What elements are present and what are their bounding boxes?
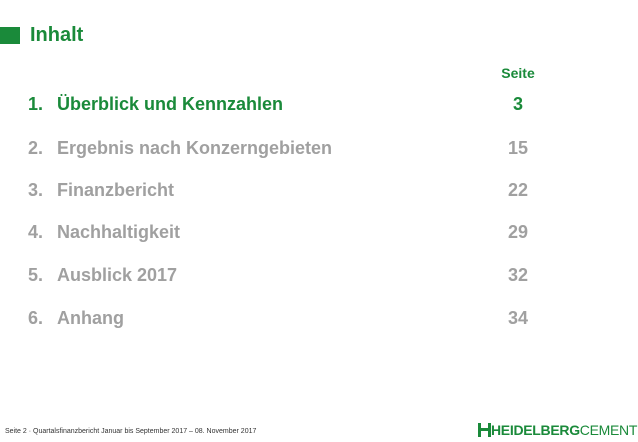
- toc-item-label: Finanzbericht: [57, 180, 175, 200]
- toc-item-page: 15: [507, 138, 529, 158]
- toc-item-label: Nachhaltigkeit: [57, 222, 181, 242]
- toc-item-page: 29: [507, 222, 529, 242]
- toc-item-label: Überblick und Kennzahlen: [57, 94, 284, 114]
- toc-item-anhang[interactable]: 6. Anhang 34: [0, 304, 638, 334]
- toc-item-page: 32: [507, 265, 529, 285]
- toc-item-page: 3: [512, 94, 523, 114]
- toc-item-ueberblick[interactable]: 1. Überblick und Kennzahlen 3: [0, 90, 638, 120]
- toc-item-number: 1.: [28, 94, 44, 114]
- toc-item-page: 22: [507, 180, 529, 200]
- logo-mark-icon: [478, 423, 491, 437]
- toc-item-number: 4.: [28, 222, 44, 242]
- title-accent-square: [0, 27, 20, 44]
- toc-item-number: 6.: [28, 308, 44, 328]
- toc-item-number: 5.: [28, 265, 44, 285]
- toc-item-nachhaltigkeit[interactable]: 4. Nachhaltigkeit 29: [0, 218, 638, 248]
- toc-item-number: 3.: [28, 180, 44, 200]
- toc-item-finanzbericht[interactable]: 3. Finanzbericht 22: [0, 176, 638, 206]
- logo-text-bold: HEIDELBERG: [491, 422, 580, 438]
- toc-item-ausblick[interactable]: 5. Ausblick 2017 32: [0, 261, 638, 291]
- toc-page-column-header: Seite: [501, 65, 535, 81]
- toc-item-label: Ausblick 2017: [57, 265, 178, 285]
- logo-text-light: CEMENT: [579, 422, 638, 438]
- toc-item-page: 34: [507, 308, 529, 328]
- toc-item-number: 2.: [28, 138, 44, 158]
- toc-item-label: Anhang: [57, 308, 124, 328]
- toc-item-label: Ergebnis nach Konzerngebieten: [57, 138, 333, 158]
- footer-text: Seite 2 · Quartalsfinanzbericht Januar b…: [5, 428, 257, 435]
- company-logo: HEIDELBERGCEMENT: [478, 421, 637, 439]
- page-title: Inhalt: [30, 24, 84, 46]
- toc-item-ergebnis[interactable]: 2. Ergebnis nach Konzerngebieten 15: [0, 134, 638, 164]
